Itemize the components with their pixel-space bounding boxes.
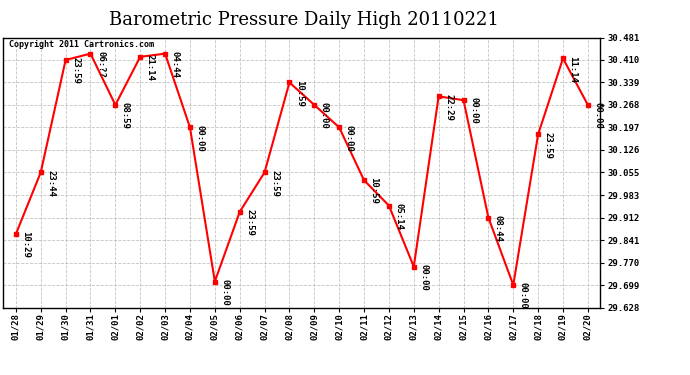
Text: 00:00: 00:00 [519, 282, 528, 309]
Text: 23:59: 23:59 [245, 209, 254, 236]
Text: 06:??: 06:?? [96, 51, 105, 78]
Text: 10:59: 10:59 [295, 80, 304, 106]
Text: 08:59: 08:59 [121, 102, 130, 129]
Text: 23:59: 23:59 [544, 132, 553, 159]
Text: 00:00: 00:00 [593, 102, 602, 129]
Text: Barometric Pressure Daily High 20110221: Barometric Pressure Daily High 20110221 [108, 11, 499, 29]
Text: 10:59: 10:59 [370, 177, 379, 204]
Text: 00:00: 00:00 [420, 264, 428, 291]
Text: 23:59: 23:59 [270, 170, 279, 196]
Text: 08:44: 08:44 [494, 215, 503, 242]
Text: Copyright 2011 Cartronics.com: Copyright 2011 Cartronics.com [10, 40, 155, 49]
Text: 00:00: 00:00 [320, 102, 329, 129]
Text: 23:44: 23:44 [46, 170, 55, 196]
Text: 10:29: 10:29 [21, 231, 30, 258]
Text: 00:00: 00:00 [345, 124, 354, 152]
Text: 22:29: 22:29 [444, 94, 453, 120]
Text: 11:14: 11:14 [569, 56, 578, 82]
Text: 00:00: 00:00 [469, 98, 478, 124]
Text: 23:59: 23:59 [71, 57, 80, 84]
Text: 00:00: 00:00 [220, 279, 229, 306]
Text: 04:44: 04:44 [170, 51, 179, 78]
Text: 21:14: 21:14 [146, 54, 155, 81]
Text: 05:14: 05:14 [395, 203, 404, 229]
Text: 00:00: 00:00 [195, 124, 204, 152]
